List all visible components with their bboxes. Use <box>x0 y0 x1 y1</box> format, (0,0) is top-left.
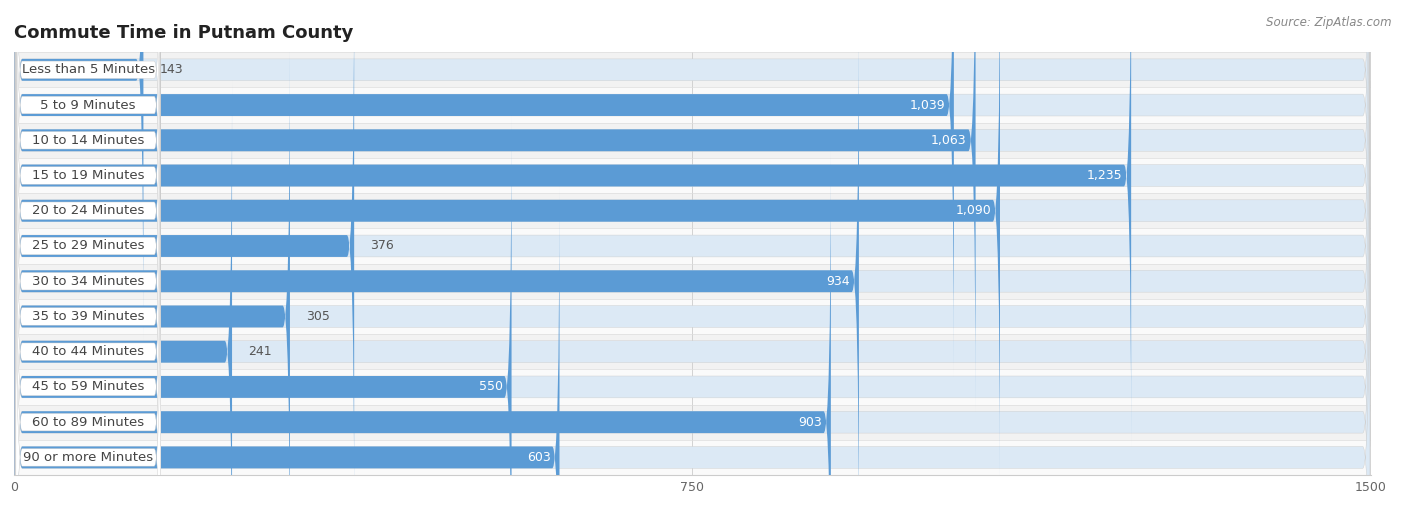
FancyBboxPatch shape <box>15 184 160 522</box>
FancyBboxPatch shape <box>15 10 1369 522</box>
Text: 15 to 19 Minutes: 15 to 19 Minutes <box>32 169 145 182</box>
Bar <box>14 88 1371 123</box>
FancyBboxPatch shape <box>15 116 1369 522</box>
Text: 143: 143 <box>160 63 183 76</box>
Text: 90 or more Minutes: 90 or more Minutes <box>22 451 153 464</box>
FancyBboxPatch shape <box>15 45 290 522</box>
Text: 45 to 59 Minutes: 45 to 59 Minutes <box>32 381 145 394</box>
FancyBboxPatch shape <box>15 10 859 522</box>
FancyBboxPatch shape <box>15 0 160 413</box>
FancyBboxPatch shape <box>15 0 1369 482</box>
FancyBboxPatch shape <box>15 0 1369 341</box>
FancyBboxPatch shape <box>15 0 160 449</box>
Text: 5 to 9 Minutes: 5 to 9 Minutes <box>41 99 136 112</box>
FancyBboxPatch shape <box>15 0 1369 411</box>
Bar <box>14 193 1371 229</box>
FancyBboxPatch shape <box>15 45 1369 522</box>
FancyBboxPatch shape <box>15 151 831 522</box>
Bar <box>14 334 1371 370</box>
FancyBboxPatch shape <box>15 0 160 343</box>
Text: 20 to 24 Minutes: 20 to 24 Minutes <box>32 204 145 217</box>
Text: 934: 934 <box>827 275 849 288</box>
Text: 35 to 39 Minutes: 35 to 39 Minutes <box>32 310 145 323</box>
Bar <box>14 123 1371 158</box>
Text: 25 to 29 Minutes: 25 to 29 Minutes <box>32 240 145 253</box>
FancyBboxPatch shape <box>15 114 160 522</box>
FancyBboxPatch shape <box>15 81 232 522</box>
FancyBboxPatch shape <box>15 186 1369 522</box>
FancyBboxPatch shape <box>15 149 160 522</box>
FancyBboxPatch shape <box>15 0 1000 482</box>
Text: 603: 603 <box>527 451 550 464</box>
FancyBboxPatch shape <box>15 151 1369 522</box>
FancyBboxPatch shape <box>15 0 1132 446</box>
Text: 10 to 14 Minutes: 10 to 14 Minutes <box>32 134 145 147</box>
FancyBboxPatch shape <box>15 0 1369 517</box>
FancyBboxPatch shape <box>15 219 160 522</box>
Text: 903: 903 <box>799 416 821 429</box>
Bar <box>14 229 1371 264</box>
FancyBboxPatch shape <box>15 78 160 522</box>
Text: Commute Time in Putnam County: Commute Time in Putnam County <box>14 25 353 42</box>
Bar <box>14 158 1371 193</box>
FancyBboxPatch shape <box>15 8 160 484</box>
FancyBboxPatch shape <box>15 81 1369 522</box>
Bar <box>14 52 1371 88</box>
FancyBboxPatch shape <box>15 186 560 522</box>
Text: 550: 550 <box>478 381 502 394</box>
Text: 241: 241 <box>249 345 271 358</box>
FancyBboxPatch shape <box>15 0 1369 376</box>
Text: Source: ZipAtlas.com: Source: ZipAtlas.com <box>1267 16 1392 29</box>
Bar <box>14 370 1371 405</box>
FancyBboxPatch shape <box>15 0 976 411</box>
FancyBboxPatch shape <box>15 0 354 517</box>
Text: Less than 5 Minutes: Less than 5 Minutes <box>21 63 155 76</box>
Bar <box>14 264 1371 299</box>
Bar <box>14 440 1371 475</box>
Text: 1,235: 1,235 <box>1087 169 1122 182</box>
Text: 1,090: 1,090 <box>955 204 991 217</box>
Text: 60 to 89 Minutes: 60 to 89 Minutes <box>32 416 145 429</box>
Bar <box>14 299 1371 334</box>
FancyBboxPatch shape <box>15 0 160 378</box>
FancyBboxPatch shape <box>15 116 512 522</box>
FancyBboxPatch shape <box>15 0 160 308</box>
Text: 30 to 34 Minutes: 30 to 34 Minutes <box>32 275 145 288</box>
Text: 305: 305 <box>307 310 330 323</box>
Text: 1,039: 1,039 <box>910 99 945 112</box>
FancyBboxPatch shape <box>15 0 143 341</box>
Text: 1,063: 1,063 <box>931 134 966 147</box>
Text: 40 to 44 Minutes: 40 to 44 Minutes <box>32 345 145 358</box>
Bar <box>14 405 1371 440</box>
FancyBboxPatch shape <box>15 0 1369 446</box>
FancyBboxPatch shape <box>15 43 160 519</box>
Text: 376: 376 <box>370 240 394 253</box>
FancyBboxPatch shape <box>15 0 953 376</box>
